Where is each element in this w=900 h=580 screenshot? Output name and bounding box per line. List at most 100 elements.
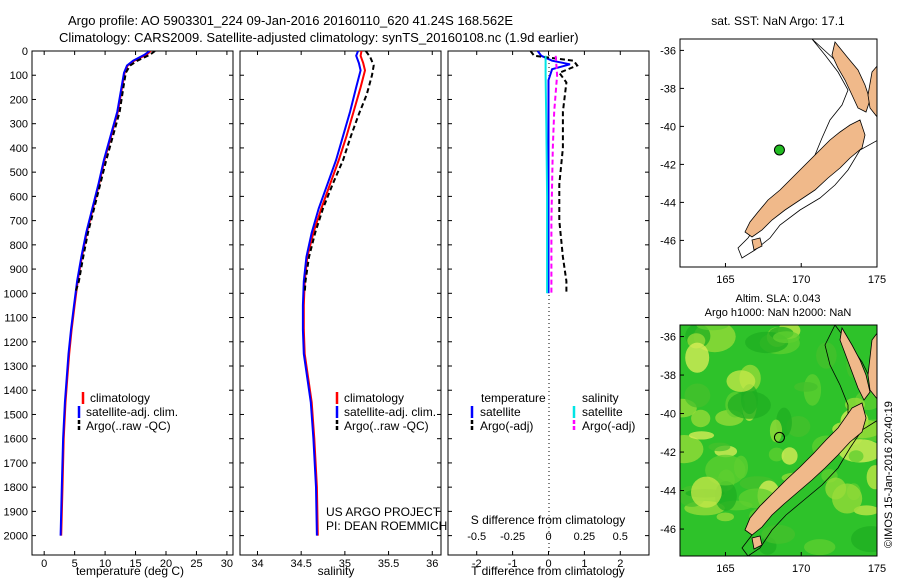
ytick-label: 200 [10,94,28,106]
north-island-east [867,332,877,400]
legend-argo-label: Argo(..raw -QC) [86,419,171,433]
ytick-label: 600 [10,191,28,203]
temperature-axes [31,50,234,556]
north-island [839,326,871,401]
series-satellite-adj-clim [59,51,151,536]
xtick-label: 34 [251,558,263,570]
stewart-island [751,237,763,251]
ytick-label: 100 [10,70,28,82]
sla-field-blob [851,526,877,553]
temperature-panel: 0100200300400500600700800900100011001200… [4,46,234,578]
legend-s-satellite-label: satellite [582,405,623,419]
xtick-label: 15 [129,558,141,570]
sla-field-blob [680,435,704,464]
map-ytick-label: -44 [660,486,676,498]
top-xtick-label: 0 [545,531,551,543]
ytick-label: 800 [10,240,28,252]
argo-float-marker [773,144,785,156]
map-xtick-label: 175 [868,274,886,286]
sla-map-frame [679,324,878,557]
series-argo-raw-qc [303,51,375,294]
difference-top-xlabel: S difference from climatology [471,513,626,527]
xtick-label: 0 [545,558,551,570]
sla-field-blob [832,483,863,514]
xtick-label: 25 [190,558,202,570]
legend-argo-label: Argo(..raw -QC) [344,419,429,433]
sla-field-blob [684,383,711,408]
ytick-label: 400 [10,143,28,155]
sla-field-blob [761,524,796,544]
xtick-label: 36 [426,558,438,570]
ytick-label: 1000 [4,288,28,300]
xtick-label: -2 [472,558,482,570]
ytick-label: 300 [10,119,28,131]
imos-watermark: ©IMOS 15-Jan-2016 20:40:19 [883,401,895,548]
ytick-label: 1200 [4,337,28,349]
legend-satellite-label: satellite-adj. clim. [344,405,436,419]
sla-map: Altim. SLA: 0.043 Argo h1000: NaN h2000:… [660,293,886,575]
sla-field-blob [848,450,864,463]
sla-field-blob [804,539,836,556]
difference-legend: temperature salinity satellite Argo(-adj… [470,391,635,433]
map-xtick-label: 170 [792,274,810,286]
map-ytick-label: -38 [660,370,676,382]
legend-climatology-label: climatology [344,391,404,405]
sla-field-blob [688,431,715,440]
sla-field-blob [773,331,800,344]
ytick-label: 1400 [4,385,28,397]
ytick-label: 1100 [4,313,28,325]
map-ytick-label: -40 [660,409,676,421]
project-line1: US ARGO PROJECT [326,505,441,519]
series-s-argo-adj [550,55,559,294]
top-xtick-label: 0.25 [574,531,595,543]
argo-float-marker [773,431,785,443]
stewart-island [751,535,763,550]
sst-shelf-contour [737,39,877,259]
series-s-satellite [544,55,549,294]
sla-field-blob [768,447,785,462]
ytick-label: 1600 [4,434,28,446]
legend-climatology-label: climatology [90,391,150,405]
xtick-label: 20 [160,558,172,570]
legend-s-argo-label: Argo(-adj) [582,419,635,433]
sla-field-blob [769,419,783,443]
ytick-label: 1700 [4,458,28,470]
south-island [744,402,867,536]
ytick-label: 1800 [4,482,28,494]
sla-field-blob [816,342,837,369]
xtick-label: 34.5 [290,558,311,570]
north-island [831,41,871,113]
legend-satellite-label: satellite-adj. clim. [86,405,178,419]
sla-field-blob [786,416,811,437]
series-t-argo-adj [529,51,579,294]
north-island-east [867,65,877,118]
xtick-label: 2 [617,558,623,570]
map-ytick-label: -46 [660,524,676,536]
ytick-label: 900 [10,264,28,276]
ytick-label: 1300 [4,361,28,373]
difference-panel: -2 -1 0 1 2 -0.5 -0.25 0 0.25 0.5 S difference fr… [447,50,650,578]
sla-field-blob [691,409,711,428]
series-argo-raw-qc [74,51,156,294]
ytick-label: 500 [10,167,28,179]
map-xtick-label: 175 [868,563,886,575]
sla-field-blob [781,447,798,465]
sla-field-blob [708,442,731,452]
temperature-legend: climatology satellite-adj. clim. Argo(..… [77,391,178,433]
sla-field-blob [726,370,756,392]
sla-field-blob [734,455,748,479]
map-ytick-label: -42 [660,159,676,171]
map-ytick-label: -36 [660,332,676,344]
sla-field-blob [685,342,710,373]
sla-map-title2: Argo h1000: NaN h2000: NaN [705,307,852,319]
xtick-label: 1 [581,558,587,570]
ytick-label: 2000 [4,531,28,543]
sla-field-blob [853,505,877,516]
legend-temperature-title: temperature [481,391,546,405]
top-xtick-label: 0.5 [613,531,628,543]
xtick-label: 35.5 [378,558,399,570]
map-ytick-label: -46 [660,235,676,247]
series-satellite-adj-clim [301,51,362,536]
sla-field-blob [794,382,818,392]
